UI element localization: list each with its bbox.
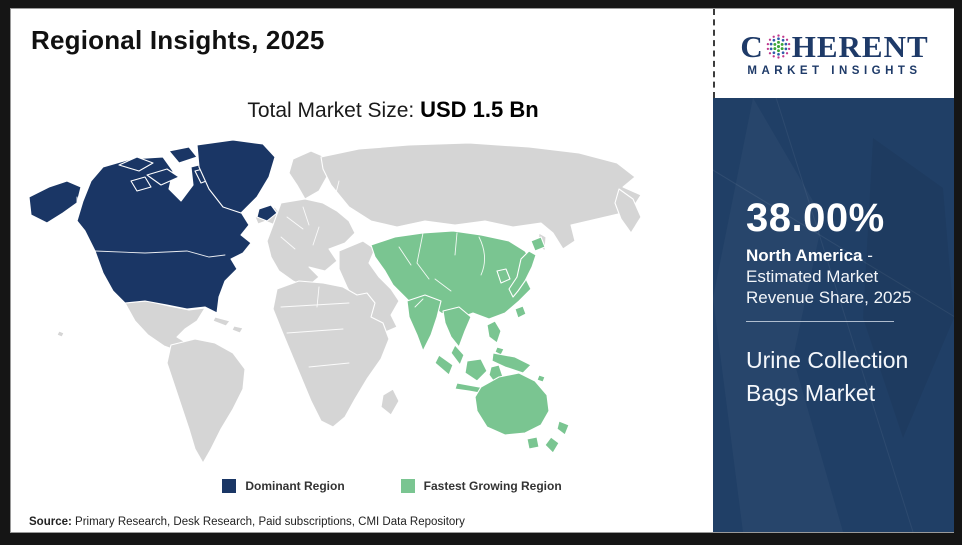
dotted-globe-icon — [766, 33, 791, 59]
source-label: Source: — [29, 516, 72, 528]
page-title: Regional Insights, 2025 — [31, 25, 325, 55]
highlight-panel-content: 38.00% North America - Estimated Market … — [746, 198, 946, 410]
world-map — [19, 137, 664, 479]
logo-suffix: HERENT — [791, 28, 929, 64]
total-market-size: Total Market Size: USD 1.5 Bn — [11, 97, 713, 123]
source-text: Primary Research, Desk Research, Paid su… — [71, 516, 465, 528]
dominant-region-label: Dominant Region — [245, 479, 345, 493]
market-name: Urine Collection Bags Market — [746, 347, 909, 406]
revenue-share-description: North America - Estimated Market Revenue… — [746, 245, 946, 308]
map-legend: Dominant Region Fastest Growing Region — [11, 479, 713, 493]
fastest-growing-region-label: Fastest Growing Region — [423, 479, 562, 493]
main-content: Regional Insights, 2025 Total Market Siz… — [11, 9, 713, 532]
right-panel: C HERENT MARKET INSIGHTS — [713, 9, 954, 532]
revenue-share-suffix: - Estimated Market Revenue Share, 2025 — [746, 246, 912, 308]
dominant-region-swatch — [222, 479, 237, 493]
world-map-svg — [28, 139, 642, 464]
panel-map-texture — [713, 98, 954, 532]
panel-divider — [746, 321, 894, 323]
legend-item-fastest: Fastest Growing Region — [400, 479, 562, 493]
brand-logo-subtitle: MARKET INSIGHTS — [747, 64, 922, 77]
source-line: Source: Primary Research, Desk Research,… — [29, 516, 465, 528]
revenue-share-value: 38.00% — [746, 196, 885, 240]
total-market-size-value: USD 1.5 Bn — [420, 97, 539, 122]
highlight-panel: 38.00% North America - Estimated Market … — [713, 98, 954, 532]
logo-prefix: C — [740, 28, 764, 64]
brand-logo-wordmark: C HERENT — [740, 31, 928, 62]
fastest-growing-region-swatch — [400, 479, 415, 493]
total-market-size-label: Total Market Size: — [247, 99, 421, 122]
revenue-share-region: North America — [746, 246, 863, 265]
slide: Regional Insights, 2025 Total Market Siz… — [10, 8, 954, 533]
legend-item-dominant: Dominant Region — [222, 479, 345, 493]
brand-logo: C HERENT MARKET INSIGHTS — [713, 9, 954, 98]
